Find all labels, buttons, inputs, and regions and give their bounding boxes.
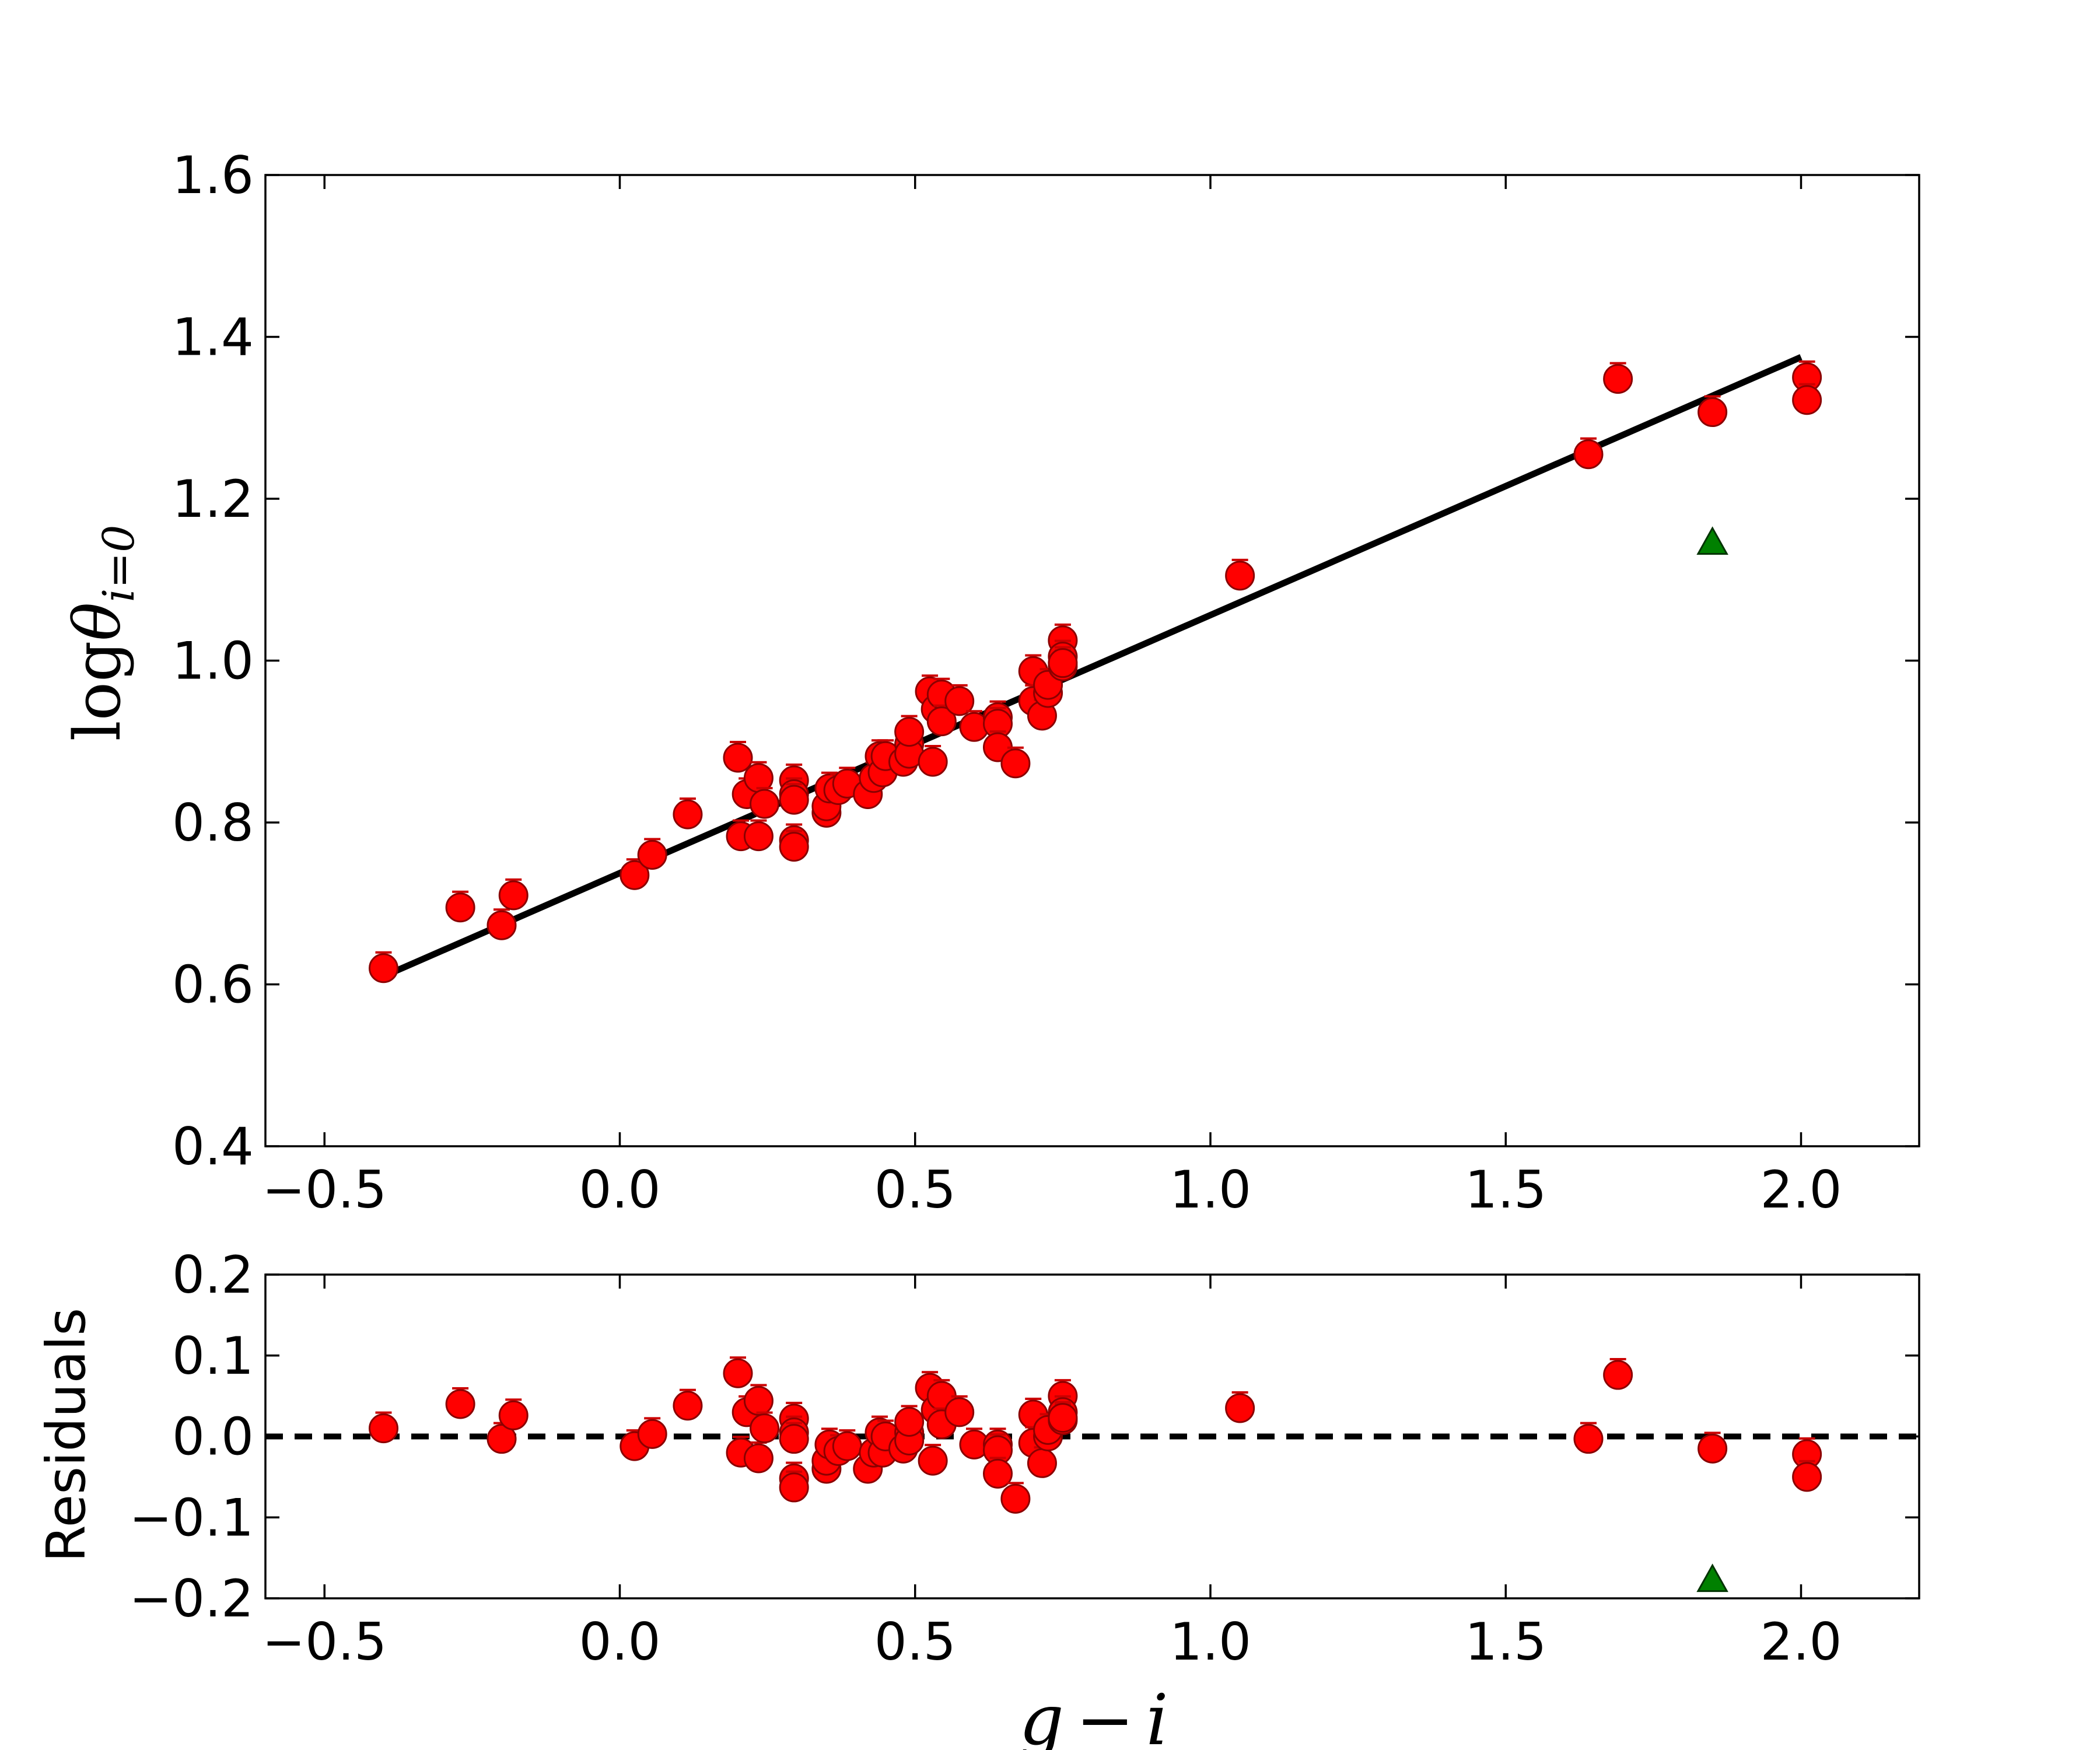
main-point-circle xyxy=(637,840,667,870)
main-y-axis-label-subscript: i=0 xyxy=(94,525,144,603)
main-point-circle xyxy=(445,892,475,923)
residuals-y-axis-label: Residuals xyxy=(35,1308,97,1562)
fit-line xyxy=(382,354,1803,979)
main-point-circle xyxy=(750,789,780,819)
x-axis-label-g: g xyxy=(1019,1680,1064,1750)
res-point-circle xyxy=(498,1400,528,1430)
res-point-circle xyxy=(894,1407,925,1437)
res-xtick-label: −0.5 xyxy=(262,1612,387,1672)
main-ytick-label: 0.4 xyxy=(172,1116,254,1177)
main-point-circle xyxy=(1573,439,1604,470)
main-point-circle xyxy=(926,706,957,737)
main-plot: −0.5 0.0 0.5 1.0 1.5 2.0 0.4 0.6 0.8 1.0 1.2 1.4 1.6… xyxy=(60,145,1920,1220)
res-point-circle xyxy=(1698,1433,1728,1464)
main-ytick-label: 1.4 xyxy=(172,307,254,368)
main-point-circle xyxy=(1603,364,1633,394)
res-point-triangle xyxy=(1696,1563,1728,1592)
main-point-circle xyxy=(487,910,517,940)
res-point-circle xyxy=(1573,1424,1604,1454)
res-point-circle xyxy=(983,1458,1013,1489)
main-ytick-label: 0.8 xyxy=(172,793,254,853)
main-point-circle xyxy=(779,785,809,815)
main-xtick-label: 2.0 xyxy=(1760,1160,1842,1220)
main-data-points xyxy=(369,354,1822,984)
res-xtick-label: 2.0 xyxy=(1760,1612,1842,1672)
x-axis-label: g − i xyxy=(1019,1680,1168,1750)
res-ytick-label: 0.2 xyxy=(172,1245,254,1305)
main-xtick-label: 0.0 xyxy=(579,1160,661,1220)
main-ytick-label: 1.0 xyxy=(172,631,254,691)
res-point-circle xyxy=(743,1385,774,1416)
main-point-circle xyxy=(779,832,809,862)
res-point-circle xyxy=(445,1389,475,1419)
res-ytick-label: 0.1 xyxy=(172,1326,254,1386)
main-ytick-label: 1.2 xyxy=(172,469,254,529)
main-point-circle xyxy=(944,686,975,716)
main-point-circle xyxy=(894,717,925,747)
res-point-circle xyxy=(673,1391,703,1421)
main-point-circle xyxy=(723,743,753,773)
main-point-circle xyxy=(620,860,650,890)
main-xtick-label: −0.5 xyxy=(262,1160,387,1220)
main-point-circle xyxy=(369,953,398,984)
res-point-circle xyxy=(487,1424,517,1454)
res-point-circle xyxy=(369,1413,398,1444)
res-point-circle xyxy=(1225,1393,1255,1423)
main-xtick-label: 1.5 xyxy=(1465,1160,1546,1220)
main-point-circle xyxy=(1792,385,1822,415)
res-xtick-label: 1.5 xyxy=(1465,1612,1546,1672)
main-point-circle xyxy=(743,821,774,852)
res-point-circle xyxy=(750,1413,780,1444)
main-point-circle xyxy=(918,747,948,777)
res-point-circle xyxy=(832,1431,862,1461)
main-point-circle xyxy=(1000,748,1031,779)
main-point-circle xyxy=(1698,397,1728,428)
res-point-circle xyxy=(743,1443,774,1474)
main-point-circle xyxy=(1225,561,1255,591)
res-point-circle xyxy=(779,1424,809,1454)
res-point-circle xyxy=(944,1397,975,1427)
residuals-ticks: −0.5 0.0 0.5 1.0 1.5 2.0 −0.2 −0.1 0.0 0.1 0.2 xyxy=(129,1245,1919,1672)
main-xtick-label: 0.5 xyxy=(874,1160,956,1220)
res-ytick-label: −0.1 xyxy=(129,1488,254,1548)
res-point-circle xyxy=(918,1446,948,1476)
main-point-triangle xyxy=(1696,526,1728,555)
res-xtick-label: 0.5 xyxy=(874,1612,956,1672)
res-point-circle xyxy=(1027,1448,1057,1478)
residuals-plot: −0.5 0.0 0.5 1.0 1.5 2.0 −0.2 −0.1 0.0 0.1 0.2 Res… xyxy=(35,1245,1920,1750)
res-ytick-label: 0.0 xyxy=(172,1407,254,1467)
main-y-axis-label-log: log xyxy=(60,641,135,741)
res-xtick-label: 1.0 xyxy=(1170,1612,1251,1672)
main-ytick-label: 1.6 xyxy=(172,145,254,205)
residuals-data-points xyxy=(265,1356,1919,1592)
res-point-circle xyxy=(1048,1403,1078,1433)
main-point-circle xyxy=(498,880,528,911)
res-point-circle xyxy=(1603,1360,1633,1390)
main-ticks: −0.5 0.0 0.5 1.0 1.5 2.0 0.4 0.6 0.8 1.0 1.2 1.4 1.6 xyxy=(172,145,1919,1220)
main-point-circle xyxy=(1048,648,1078,678)
main-y-axis-label: logθi=0 xyxy=(60,525,144,741)
x-axis-label-minus: − xyxy=(1076,1680,1135,1750)
res-point-circle xyxy=(1792,1462,1822,1492)
main-y-axis-label-theta: θ xyxy=(60,602,135,640)
res-point-circle xyxy=(779,1472,809,1503)
main-ytick-label: 0.6 xyxy=(172,955,254,1015)
main-point-circle xyxy=(673,799,703,830)
res-point-circle xyxy=(1000,1483,1031,1514)
main-xtick-label: 1.0 xyxy=(1170,1160,1251,1220)
res-point-circle xyxy=(637,1419,667,1449)
res-xtick-label: 0.0 xyxy=(579,1612,661,1672)
x-axis-label-i: i xyxy=(1146,1680,1168,1750)
res-ytick-label: −0.2 xyxy=(129,1569,254,1629)
res-point-circle xyxy=(723,1358,753,1388)
